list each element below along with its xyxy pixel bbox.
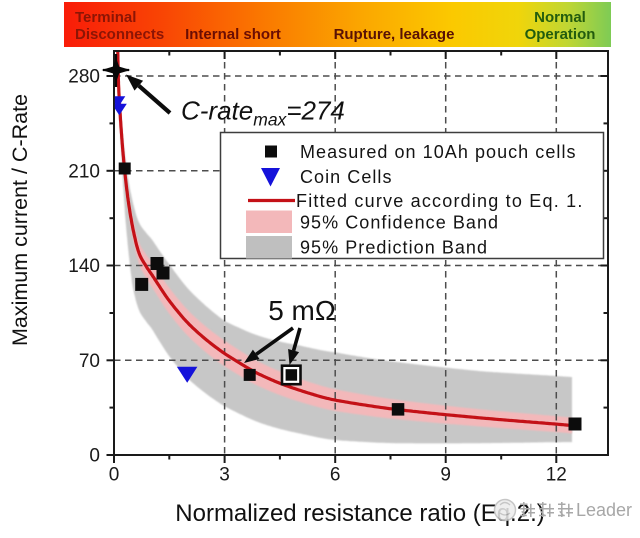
svg-text:Leader: Leader xyxy=(576,500,632,520)
svg-text:Coin Cells: Coin Cells xyxy=(300,167,393,187)
svg-text:95% Confidence Band: 95% Confidence Band xyxy=(300,213,499,233)
svg-text:Maximum current / C-Rate: Maximum current / C-Rate xyxy=(8,94,32,346)
svg-text:Normalized resistance ratio (E: Normalized resistance ratio (Eq.2.) xyxy=(175,500,544,527)
svg-text:70: 70 xyxy=(79,351,100,372)
svg-text:5 mΩ: 5 mΩ xyxy=(268,295,336,326)
svg-text:Fitted curve according to Eq.: Fitted curve according to Eq. 1. xyxy=(296,191,584,211)
svg-text:Rupture, leakage: Rupture, leakage xyxy=(334,26,455,43)
svg-text:Internal short: Internal short xyxy=(185,26,281,43)
svg-text:Disconnects: Disconnects xyxy=(75,26,164,43)
svg-text:140: 140 xyxy=(68,256,100,277)
svg-text:3: 3 xyxy=(219,465,230,486)
svg-text:210: 210 xyxy=(68,161,100,182)
svg-text:0: 0 xyxy=(89,446,100,467)
svg-text:Terminal: Terminal xyxy=(75,9,136,26)
svg-text:95% Prediction Band: 95% Prediction Band xyxy=(300,238,488,258)
svg-text:Normal: Normal xyxy=(534,9,586,26)
svg-text:9: 9 xyxy=(440,465,451,486)
svg-text:Measured on 10Ah pouch cells: Measured on 10Ah pouch cells xyxy=(300,142,577,162)
svg-text:0: 0 xyxy=(109,465,120,486)
svg-text:Operation: Operation xyxy=(525,26,596,43)
svg-text:6: 6 xyxy=(330,465,341,486)
svg-text:12: 12 xyxy=(546,465,567,486)
svg-text:280: 280 xyxy=(68,67,100,88)
